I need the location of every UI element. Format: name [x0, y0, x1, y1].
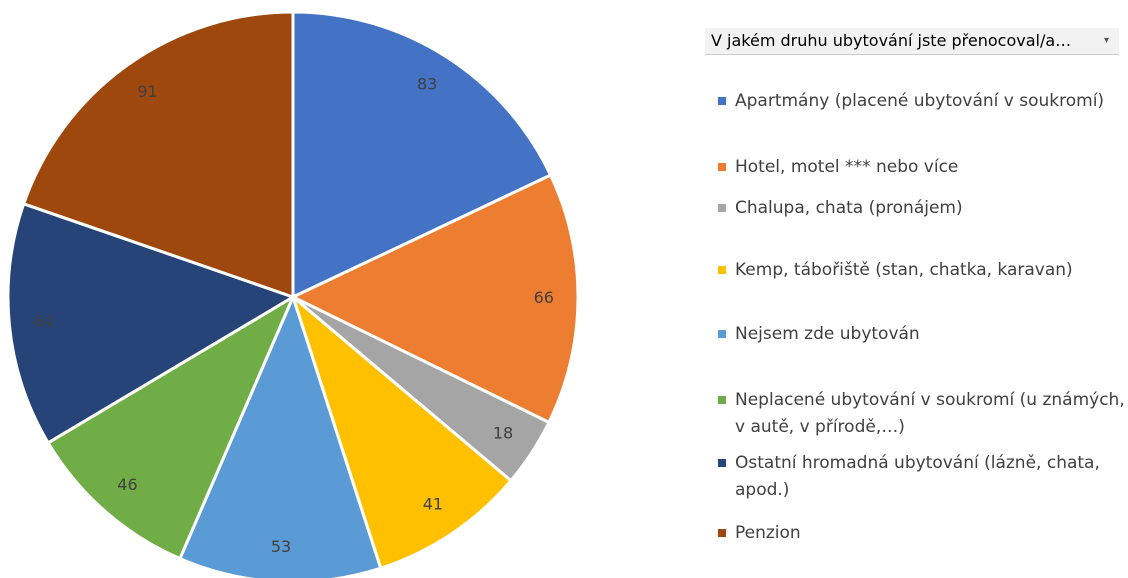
legend-item: Ostatní hromadná ubytování (lázně, chata…	[718, 450, 1128, 504]
legend-swatch	[718, 330, 726, 338]
pie-slice	[177, 292, 383, 578]
legend-item: Chalupa, chata (pronájem)	[718, 195, 1128, 222]
data-label: 18	[493, 424, 513, 443]
pie-slice	[289, 173, 580, 425]
legend-title-text: V jakém druhu ubytování jste přenocoval/…	[711, 31, 1072, 50]
legend-label: Hotel, motel *** nebo více	[735, 157, 959, 177]
legend-item: Apartmány (placené ubytování v soukromí)	[718, 88, 1128, 115]
pie-slice	[46, 293, 297, 561]
legend-item: Nejsem zde ubytován	[718, 321, 1128, 348]
legend-item: Penzion	[718, 520, 1128, 547]
legend-swatch	[718, 163, 726, 171]
data-label: 83	[417, 75, 437, 94]
pie-slice	[6, 201, 297, 445]
data-label: 66	[534, 288, 554, 307]
data-label: 64	[33, 312, 53, 331]
pie-slice	[291, 10, 553, 300]
legend-swatch	[718, 266, 726, 274]
legend-label: Ostatní hromadná ubytování (lázně, chata…	[735, 453, 1100, 500]
legend-label: Apartmány (placené ubytování v soukromí)	[735, 91, 1105, 111]
pie-slice	[289, 292, 514, 571]
legend-label: Kemp, tábořiště (stan, chatka, karavan)	[735, 260, 1073, 280]
legend-label: Neplacené ubytování v soukromí (u známýc…	[735, 390, 1125, 437]
legend-item: Hotel, motel *** nebo více	[718, 154, 1128, 181]
legend-item: Neplacené ubytování v soukromí (u známýc…	[718, 387, 1128, 441]
dropdown-icon[interactable]: ▾	[1103, 35, 1109, 46]
legend-swatch	[718, 204, 726, 212]
legend-item: Kemp, tábořiště (stan, chatka, karavan)	[718, 257, 1128, 284]
legend-swatch	[718, 459, 726, 467]
legend-swatch	[718, 97, 726, 105]
data-label: 41	[423, 495, 443, 514]
legend-label: Nejsem zde ubytován	[735, 324, 920, 344]
legend-label: Penzion	[735, 523, 801, 543]
legend-swatch	[718, 396, 726, 404]
legend-swatch	[718, 529, 726, 537]
legend-title[interactable]: V jakém druhu ubytování jste přenocoval/…	[705, 28, 1119, 55]
data-label: 46	[117, 475, 137, 494]
pie-slice	[21, 10, 295, 300]
data-label: 53	[271, 537, 291, 556]
data-label: 91	[137, 82, 157, 101]
legend-label: Chalupa, chata (pronájem)	[735, 198, 963, 218]
